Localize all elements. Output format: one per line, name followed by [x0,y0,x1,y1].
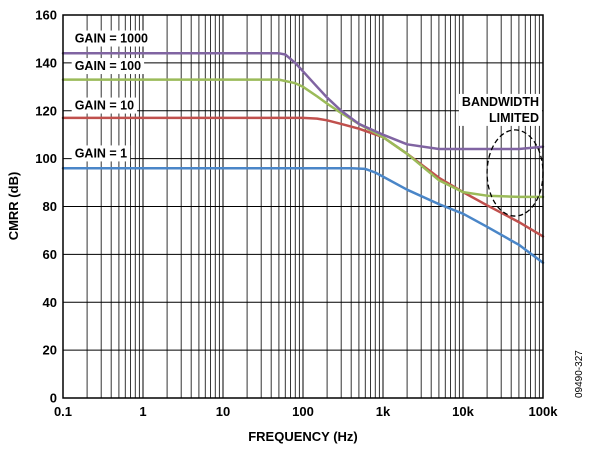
series-label-4: GAIN = 1000 [75,32,148,46]
series-label-background [71,58,145,75]
series-line-2 [61,116,545,238]
y-tick-label: 40 [43,295,57,310]
series-label-1: GAIN = 1 [75,146,127,160]
x-tick-label: 1k [376,404,391,419]
series-label-background [71,97,138,114]
y-tick-label: 160 [35,8,57,23]
series-label-background [71,145,131,162]
series-layer [61,52,545,265]
series-line-1 [61,166,545,265]
series-label-background [71,30,152,47]
plot-frame [62,14,544,399]
annotation-text-line-2: LIMITED [489,111,539,125]
y-tick-label: 80 [43,199,57,214]
x-tick-label: 100 [292,404,314,419]
series-label-2: GAIN = 10 [75,99,134,113]
series-label-3: GAIN = 100 [75,59,141,73]
y-tick-label: 0 [50,391,57,406]
annotation-background [458,93,542,126]
series-label-layer: GAIN = 1 GAIN = 10 GAIN = 100 GAIN = 1000 [71,30,152,162]
x-tick-label: 0.1 [54,404,72,419]
y-tick-label: 20 [43,343,57,358]
tick-label-layer: 0.1 1 10 100 1k 10k 100k 0 20 40 60 80 100 120 140 160 [35,8,558,420]
x-tick-label: 10k [452,404,474,419]
figure-id: 09490-327 [574,350,585,398]
x-tick-label: 100k [529,404,559,419]
series-line-4 [61,52,545,151]
y-tick-label: 100 [35,151,57,166]
x-tick-label: 1 [139,404,146,419]
annotation-layer: BANDWIDTH LIMITED [458,93,544,217]
y-tick-label: 120 [35,103,57,118]
annotation-text-line-1: BANDWIDTH [462,95,539,109]
y-tick-label: 140 [35,55,57,70]
y-tick-label: 60 [43,247,57,262]
series-line-3 [61,78,545,199]
x-axis-title: FREQUENCY (Hz) [248,429,358,444]
y-axis-title: CMRR (dB) [6,172,21,241]
x-tick-label: 10 [216,404,230,419]
